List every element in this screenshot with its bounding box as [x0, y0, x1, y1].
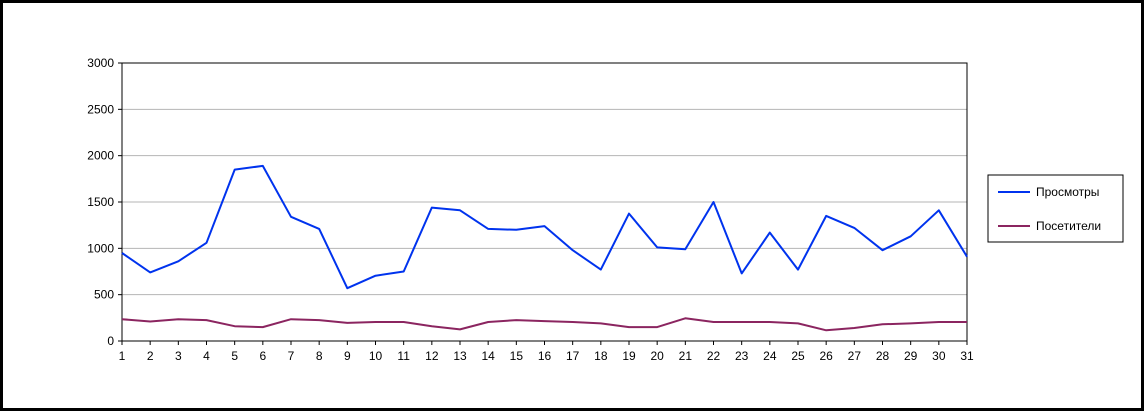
x-tick-label: 31: [960, 349, 974, 363]
x-tick-label: 1: [119, 349, 126, 363]
y-axis-ticks: 0 500 1000 1500 2000 2500 3000: [87, 56, 122, 348]
legend: Просмотры Посетители: [987, 174, 1124, 243]
x-tick-label: 23: [735, 349, 749, 363]
y-tick-label: 500: [94, 288, 114, 302]
gridlines: [122, 108, 967, 296]
x-tick-label: 17: [566, 349, 580, 363]
x-tick-label: 19: [622, 349, 636, 363]
x-tick-label: 13: [453, 349, 467, 363]
series-lines: [121, 164, 968, 332]
x-tick-label: 8: [316, 349, 323, 363]
x-tick-label: 28: [876, 349, 890, 363]
x-tick-label: 14: [481, 349, 495, 363]
x-tick-label: 24: [763, 349, 777, 363]
legend-label-views: Просмотры: [1036, 185, 1099, 199]
x-tick-label: 18: [594, 349, 608, 363]
x-tick-label: 2: [147, 349, 154, 363]
legend-box: [987, 174, 1124, 243]
x-tick-label: 11: [397, 349, 410, 363]
y-tick-label: 1000: [87, 241, 114, 255]
x-tick-label: 16: [538, 349, 552, 363]
x-tick-label: 30: [932, 349, 946, 363]
x-tick-label: 12: [425, 349, 439, 363]
x-tick-label: 6: [259, 349, 266, 363]
y-tick-label: 3000: [87, 56, 114, 70]
legend-label-visitors: Посетители: [1036, 219, 1101, 233]
series-line-visitors: [121, 317, 967, 332]
y-tick-label: 1500: [87, 195, 114, 209]
x-tick-label: 10: [369, 349, 383, 363]
x-tick-label: 7: [288, 349, 295, 363]
x-tick-label: 25: [791, 349, 805, 363]
y-tick-label: 2000: [87, 149, 114, 163]
x-axis-ticks: 1 2 3 4 5 6 7 8 9 10 11 12 13 14 15 16 17 18 19 20 21 22 23 24 2…: [119, 341, 974, 363]
x-tick-label: 21: [679, 349, 693, 363]
x-tick-label: 5: [231, 349, 238, 363]
series-line-views: [121, 164, 968, 290]
x-tick-label: 4: [203, 349, 210, 363]
x-tick-label: 15: [510, 349, 524, 363]
x-tick-label: 22: [707, 349, 721, 363]
x-tick-label: 3: [175, 349, 182, 363]
x-tick-label: 20: [650, 349, 664, 363]
x-tick-label: 9: [344, 349, 351, 363]
y-tick-label: 2500: [87, 102, 114, 116]
x-tick-label: 26: [819, 349, 833, 363]
x-tick-label: 27: [848, 349, 862, 363]
x-tick-label: 29: [904, 349, 918, 363]
y-tick-label: 0: [107, 334, 114, 348]
